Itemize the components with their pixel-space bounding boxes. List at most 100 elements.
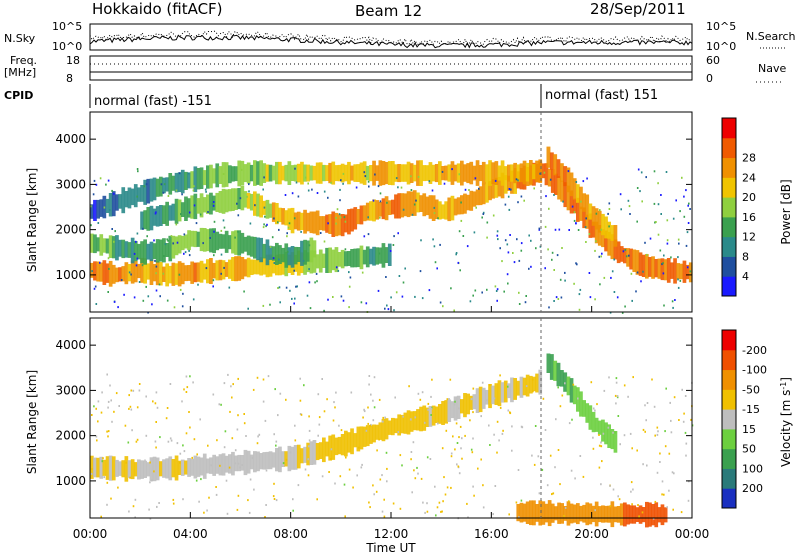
data-cell — [187, 265, 191, 281]
data-speck — [466, 502, 468, 505]
data-cell — [525, 374, 530, 397]
data-cell — [212, 195, 216, 211]
data-speck — [344, 515, 346, 518]
data-cell — [557, 502, 561, 524]
data-speck — [544, 225, 547, 228]
data-cell — [409, 163, 414, 183]
data-cell — [312, 165, 317, 181]
data-speck — [379, 200, 382, 203]
data-cell — [356, 426, 361, 452]
data-speck — [497, 238, 499, 241]
data-speck — [316, 192, 319, 194]
data-speck — [277, 414, 279, 417]
data-speck — [153, 239, 155, 242]
data-speck — [443, 182, 446, 185]
data-speck — [596, 403, 598, 406]
data-cell — [381, 418, 386, 442]
data-speck — [273, 498, 276, 500]
data-speck — [642, 270, 644, 273]
data-speck — [289, 451, 292, 454]
data-cell — [206, 229, 210, 252]
data-cell — [491, 385, 495, 405]
data-speck — [576, 263, 578, 266]
data-speck — [141, 264, 144, 267]
data-cell — [296, 211, 301, 231]
colorbar-swatch — [722, 216, 736, 238]
data-cell — [460, 399, 464, 414]
data-cell — [641, 254, 646, 277]
data-speck — [185, 375, 188, 378]
data-speck — [369, 424, 371, 427]
data-cell — [472, 165, 477, 181]
data-cell — [619, 503, 624, 526]
data-speck — [99, 177, 102, 180]
data-speck — [330, 458, 332, 460]
data-speck — [410, 458, 412, 461]
colorbar-swatch — [722, 349, 736, 371]
data-speck — [294, 439, 297, 442]
x-tick-label: 20:00 — [574, 527, 609, 541]
data-cell — [306, 252, 310, 273]
data-cell — [218, 191, 223, 213]
data-cell — [318, 249, 323, 273]
data-cell — [281, 254, 285, 275]
data-speck — [136, 257, 139, 260]
data-speck — [684, 431, 687, 434]
data-cell — [384, 162, 389, 185]
data-cell — [149, 205, 154, 231]
data-cell — [400, 414, 405, 434]
data-cell — [215, 260, 220, 281]
data-speck — [344, 220, 347, 223]
data-speck — [470, 398, 473, 401]
data-cell — [632, 249, 637, 272]
colorbar-tick-label: 12 — [742, 231, 756, 244]
data-speck — [410, 189, 413, 191]
data-cell — [535, 160, 539, 183]
data-speck — [132, 505, 135, 508]
data-cell — [378, 202, 383, 217]
data-speck — [336, 208, 339, 211]
data-speck — [113, 410, 115, 413]
data-speck — [498, 439, 500, 442]
data-cell — [256, 237, 260, 261]
data-speck — [205, 267, 208, 270]
data-speck — [285, 398, 287, 401]
data-cell — [93, 457, 97, 478]
data-speck — [544, 429, 547, 431]
data-cell — [359, 245, 364, 270]
data-cell — [312, 211, 317, 234]
data-speck — [223, 266, 225, 269]
data-cell — [384, 196, 389, 221]
data-cell — [171, 203, 176, 221]
data-speck — [595, 212, 598, 215]
data-speck — [617, 415, 620, 417]
data-cell — [202, 263, 207, 280]
data-cell — [256, 161, 260, 185]
data-speck — [367, 216, 369, 219]
data-speck — [402, 281, 405, 284]
data-cell — [559, 370, 564, 387]
data-speck — [598, 444, 601, 447]
data-cell — [168, 265, 173, 284]
data-speck — [632, 376, 634, 379]
data-cell — [538, 500, 543, 526]
data-cell — [553, 154, 558, 176]
data-speck — [600, 445, 603, 448]
data-cell — [303, 239, 307, 265]
data-speck — [246, 195, 248, 198]
data-speck — [373, 493, 375, 496]
data-cell — [146, 263, 151, 280]
data-speck — [558, 228, 561, 231]
data-speck — [193, 185, 195, 188]
data-speck — [417, 392, 420, 395]
data-cell — [513, 162, 517, 184]
data-speck — [631, 299, 633, 302]
data-speck — [187, 172, 190, 175]
data-speck — [439, 243, 441, 246]
data-cell — [604, 230, 608, 252]
data-speck — [687, 204, 689, 207]
data-speck — [302, 259, 305, 262]
data-cell — [485, 181, 489, 203]
data-cell — [497, 165, 502, 181]
